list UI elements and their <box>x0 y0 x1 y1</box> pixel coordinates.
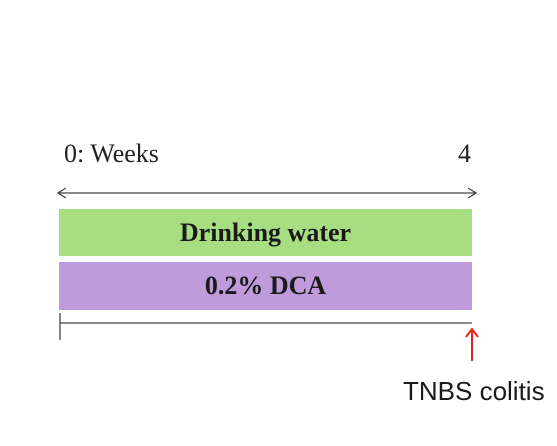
timeline-start-label: 0: Weeks <box>64 139 159 168</box>
dca-bar: 0.2% DCA <box>59 262 472 310</box>
tnbs-colitis-label: TNBS colitis <box>403 376 545 406</box>
timeline-axis <box>59 313 472 340</box>
drinking-water-label: Drinking water <box>179 217 352 247</box>
drinking-water-bar: Drinking water <box>59 209 472 256</box>
dca-label: 0.2% DCA <box>204 271 327 300</box>
event-arrow-icon <box>465 327 479 361</box>
duration-double-arrow <box>56 187 478 199</box>
timeline-end-label: 4 <box>458 139 471 168</box>
